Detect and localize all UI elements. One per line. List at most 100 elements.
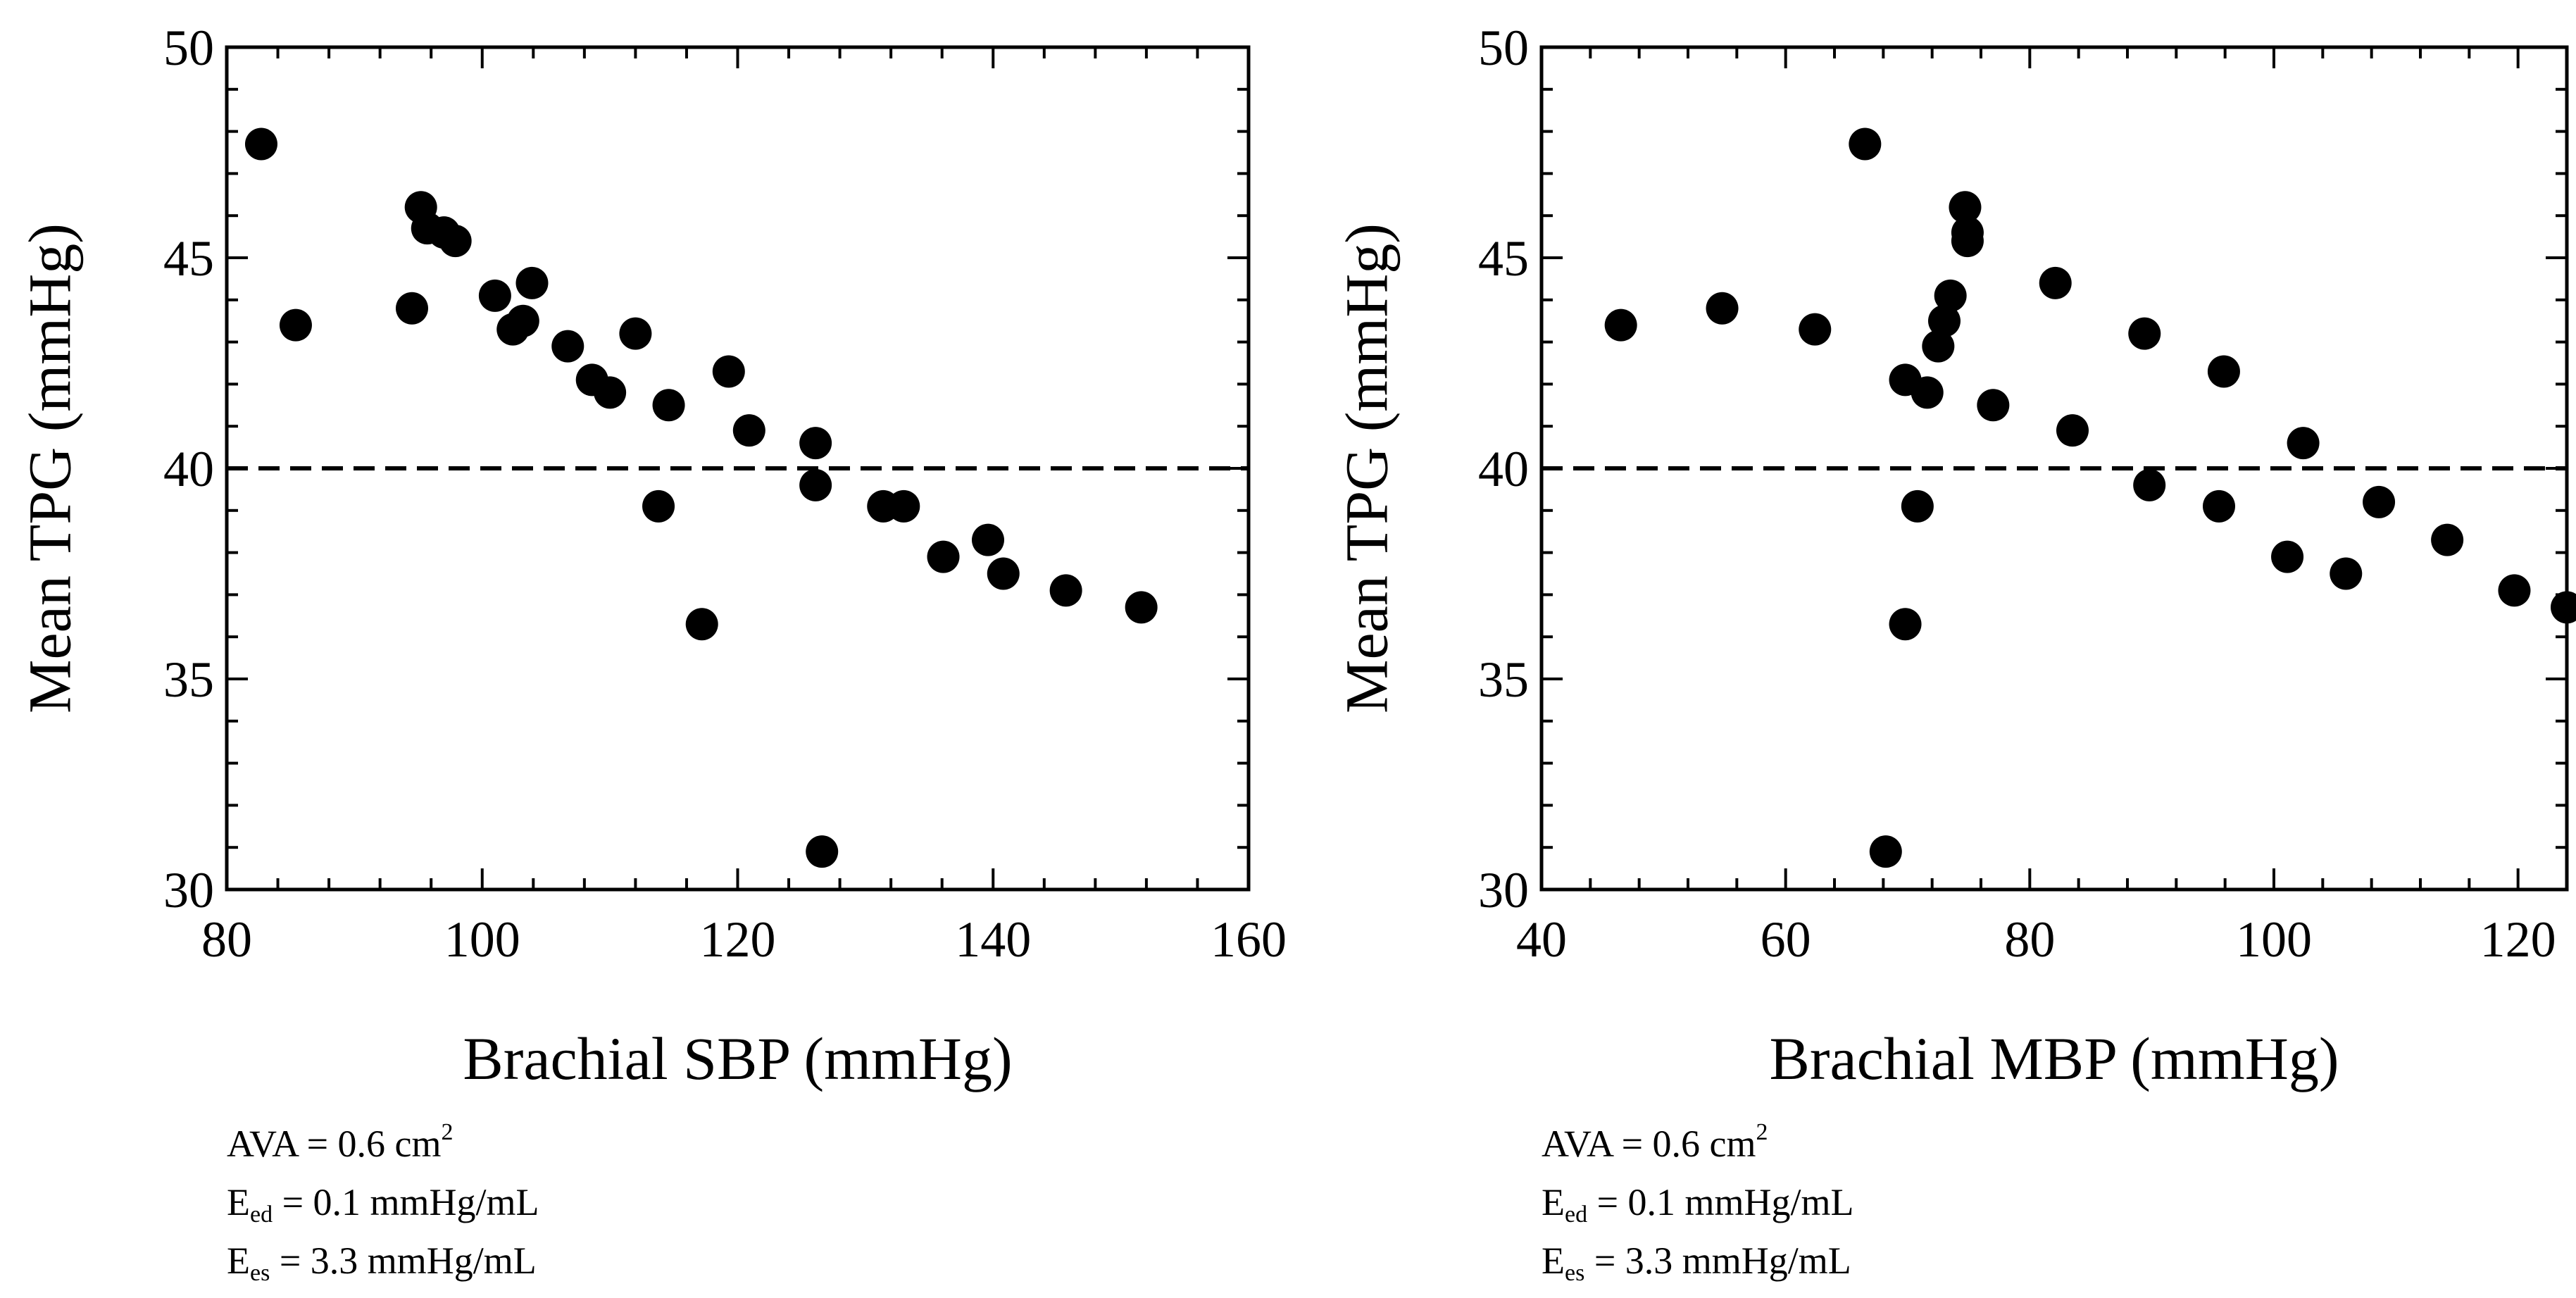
x-tick-label: 40 [1516, 911, 1567, 968]
x-tick-label: 160 [1211, 911, 1287, 968]
annotation-text: AVA = 0.6 cm [1542, 1123, 1756, 1165]
parameter-annotation: Ees = 3.3 mmHg/mL [1542, 1240, 1851, 1286]
x-tick-label: 60 [1761, 911, 1811, 968]
data-point [799, 427, 832, 460]
x-tick-label: 120 [2480, 911, 2556, 968]
data-point [2551, 591, 2576, 624]
data-point [1799, 313, 1832, 346]
data-point [971, 523, 1004, 556]
subscript: es [1565, 1260, 1584, 1286]
superscript: 2 [442, 1119, 454, 1145]
y-tick-label: 40 [1478, 441, 1529, 497]
data-point [2039, 266, 2072, 299]
data-point [799, 468, 832, 501]
data-point [244, 127, 277, 161]
chart-1: 80 100 120 140 160 30 35 40 45 50 Brachial SBP (mm… [16, 20, 1287, 1286]
data-point [2330, 557, 2363, 590]
data-point [594, 376, 627, 409]
data-point [642, 489, 675, 523]
data-point [1949, 191, 1982, 224]
x-tick-label: 100 [444, 911, 520, 968]
x-axis-title: Brachial SBP (mmHg) [463, 1025, 1012, 1092]
data-point [2056, 414, 2089, 447]
data-point [652, 389, 685, 422]
data-point [2431, 523, 2464, 556]
annotation-text: E [227, 1181, 250, 1223]
data-point [1977, 389, 2010, 422]
x-tick-label: 80 [201, 911, 252, 968]
subscript: ed [250, 1202, 273, 1228]
data-point [2128, 317, 2161, 350]
y-tick-label: 50 [1478, 20, 1529, 76]
y-tick-label: 35 [1478, 651, 1529, 708]
data-point [887, 489, 920, 523]
data-point [1849, 127, 1882, 161]
data-point [732, 414, 765, 447]
y-tick-label: 50 [163, 20, 214, 76]
parameter-annotation: Ees = 3.3 mmHg/mL [227, 1240, 537, 1286]
data-point [1911, 376, 1944, 409]
data-point [987, 557, 1020, 590]
annotation-text: E [1542, 1181, 1565, 1223]
y-tick-label: 45 [1478, 230, 1529, 287]
annotation-text: E [1542, 1240, 1565, 1282]
data-point [806, 835, 839, 868]
annotation-text: = 0.1 mmHg/mL [1587, 1181, 1853, 1223]
data-point [1604, 308, 1637, 342]
subscript: es [250, 1260, 270, 1286]
parameter-annotation: Eed = 0.1 mmHg/mL [227, 1181, 539, 1228]
data-point [1706, 292, 1739, 325]
y-tick-label: 45 [163, 230, 214, 287]
chart-2: 40 60 80 100 120 30 35 40 45 50 Brachial MBP (mmHg… [1333, 20, 2576, 1286]
annotation-text: E [227, 1240, 250, 1282]
superscript: 2 [1756, 1119, 1768, 1145]
parameter-annotation: AVA = 0.6 cm2 [227, 1119, 454, 1165]
data-point [1951, 225, 1984, 258]
data-point [1922, 330, 1955, 363]
data-point [2498, 574, 2531, 607]
data-point [2287, 427, 2320, 460]
data-point [439, 225, 472, 258]
data-point [506, 304, 539, 337]
annotation-text: = 0.1 mmHg/mL [273, 1181, 539, 1223]
annotation-text: = 3.3 mmHg/mL [1584, 1240, 1851, 1282]
data-point [1928, 304, 1961, 337]
data-point [1049, 574, 1082, 607]
y-axis-title: Mean TPG (mmHg) [16, 223, 84, 713]
y-tick-label: 35 [163, 651, 214, 708]
data-point [515, 266, 549, 299]
data-point [2207, 355, 2240, 388]
data-point [1934, 279, 1967, 312]
data-point [1125, 591, 1158, 624]
data-point [395, 292, 428, 325]
y-tick-label: 40 [163, 441, 214, 497]
x-tick-label: 80 [2004, 911, 2055, 968]
data-point [1889, 608, 1922, 641]
x-axis-title: Brachial MBP (mmHg) [1770, 1025, 2339, 1092]
x-tick-label: 100 [2236, 911, 2312, 968]
data-point [712, 355, 745, 388]
x-tick-label: 140 [955, 911, 1031, 968]
subscript: ed [1565, 1202, 1587, 1228]
x-tick-label: 120 [700, 911, 776, 968]
data-point [478, 279, 511, 312]
y-tick-label: 30 [1478, 862, 1529, 918]
parameter-annotation: Eed = 0.1 mmHg/mL [1542, 1181, 1854, 1228]
data-point [2203, 489, 2235, 523]
data-point [1869, 835, 1902, 868]
data-point [2271, 540, 2304, 573]
data-point [551, 330, 584, 363]
data-point [1901, 489, 1934, 523]
y-axis-title: Mean TPG (mmHg) [1333, 223, 1401, 713]
parameter-annotation: AVA = 0.6 cm2 [1542, 1119, 1768, 1165]
data-point [279, 308, 312, 342]
data-point [619, 317, 652, 350]
annotation-text: AVA = 0.6 cm [227, 1123, 442, 1165]
y-tick-label: 30 [163, 862, 214, 918]
data-point [2363, 485, 2396, 518]
data-point [927, 540, 960, 573]
data-point [2133, 468, 2166, 501]
data-point [685, 608, 718, 641]
annotation-text: = 3.3 mmHg/mL [270, 1240, 536, 1282]
